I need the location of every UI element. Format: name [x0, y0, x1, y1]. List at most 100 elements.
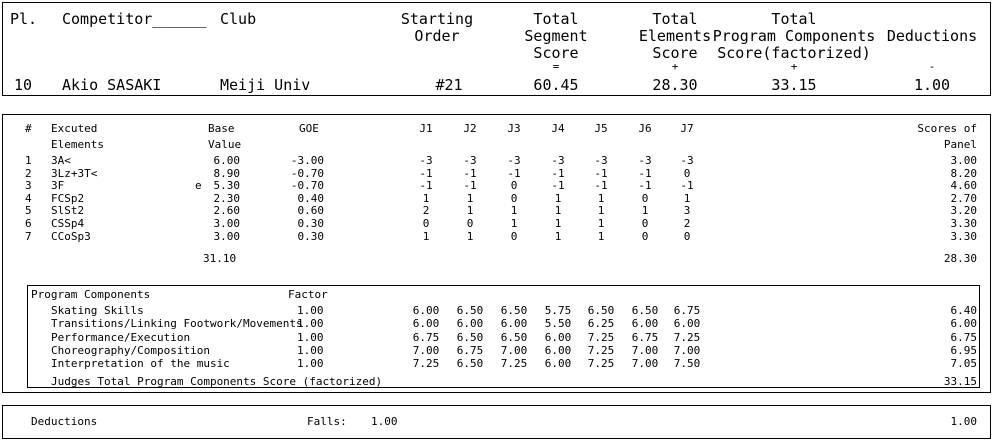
element-judge-score: -3	[419, 154, 433, 167]
element-judge-score: -1	[551, 166, 565, 180]
element-goe: -3.00	[290, 154, 324, 167]
component-judge-score: 6.00	[544, 343, 572, 357]
component-judge-score: 6.75	[673, 304, 701, 317]
component-judge-score: 7.25	[412, 357, 440, 371]
element-number: 5	[25, 204, 32, 218]
ded-value: 1.00	[913, 76, 951, 94]
element-name: 3Lz+3T<	[51, 166, 98, 180]
element-name: SlSt2	[51, 204, 85, 218]
element-judge-score: 1	[597, 191, 605, 205]
component-judge-score: 6.75	[412, 330, 440, 344]
order-value: #21	[435, 76, 463, 94]
element-judge-score: 1	[641, 204, 649, 218]
plus-op: +	[671, 60, 679, 73]
judge-header-j1: J1	[419, 122, 433, 135]
component-judge-score: 6.50	[456, 330, 484, 344]
element-judge-score: 1	[466, 204, 474, 218]
judge-header-j7: J7	[680, 122, 694, 135]
element-judge-score: 1	[554, 217, 562, 230]
component-name: Interpretation of the music	[51, 357, 230, 371]
component-judge-score: 6.00	[544, 357, 572, 371]
component-judge-score: 6.00	[631, 317, 659, 331]
element-panel-score: 3.00	[950, 154, 978, 167]
component-judge-score: 6.00	[412, 304, 440, 317]
component-judge-score: 7.25	[587, 343, 615, 357]
col-total-pcs: Total Program Components Score(factorize…	[712, 10, 876, 73]
goe-header: GOE	[299, 122, 319, 135]
component-judge-score: 6.50	[500, 330, 528, 344]
element-judge-score: 1	[597, 217, 605, 230]
component-judge-score: 6.50	[631, 304, 659, 317]
competitor-name: Akio SASAKI	[62, 76, 162, 94]
element-judge-score: -1	[594, 166, 608, 180]
component-panel-score: 6.95	[950, 343, 978, 357]
deductions-total: 1.00	[950, 415, 978, 428]
element-panel-score: 4.60	[950, 179, 978, 193]
element-judge-score: 2	[422, 204, 430, 218]
component-panel-score: 6.75	[950, 330, 978, 344]
component-judge-score: 6.25	[587, 317, 615, 331]
component-factor: 1.00	[297, 304, 324, 317]
element-info: e	[195, 179, 202, 193]
base-header: Base Value	[208, 122, 242, 151]
plus-op: +	[790, 60, 798, 73]
element-goe: 0.30	[297, 217, 325, 230]
element-judge-score: -1	[507, 166, 521, 180]
place-value: 10	[14, 76, 33, 94]
element-judge-score: -3	[680, 154, 694, 167]
element-judge-score: 0	[683, 229, 691, 243]
component-judge-score: 6.00	[412, 317, 440, 331]
components-total: 33.15	[943, 375, 977, 388]
scores-header: Scores of Panel	[917, 122, 977, 151]
tes-value: 28.30	[652, 76, 698, 94]
col-total-elements-score: Total Elements Score +	[625, 11, 725, 73]
element-judge-score: -3	[551, 154, 565, 167]
element-number: 1	[25, 154, 32, 167]
element-name: CSSp4	[51, 217, 85, 230]
element-judge-score: 0	[641, 217, 649, 230]
summary-box	[2, 2, 991, 96]
equals-op: =	[552, 60, 560, 73]
element-judge-score: 0	[422, 217, 430, 230]
component-judge-score: 7.25	[673, 330, 701, 344]
component-panel-score: 7.05	[950, 357, 978, 371]
component-judge-score: 6.00	[544, 330, 572, 344]
element-judge-score: -3	[638, 154, 652, 167]
component-panel-score: 6.00	[950, 317, 978, 331]
element-judge-score: 3	[683, 204, 691, 218]
component-judge-score: 5.75	[544, 304, 572, 317]
element-judge-score: -1	[680, 179, 694, 193]
component-judge-score: 5.50	[544, 317, 572, 331]
element-goe: 0.40	[297, 191, 325, 205]
components-title: Program Components	[31, 288, 151, 301]
element-judge-score: 1	[510, 204, 518, 218]
col-starting-order: Starting Order	[400, 10, 474, 45]
element-judge-score: 1	[466, 191, 474, 205]
element-judge-score: 1	[422, 229, 430, 243]
component-judge-score: 6.00	[456, 317, 484, 331]
num-header: #	[25, 122, 32, 135]
component-name: Performance/Execution	[51, 330, 191, 344]
element-base-value: 3.00	[213, 217, 241, 230]
judge-header-j2: J2	[463, 122, 477, 135]
element-judge-score: 0	[510, 229, 518, 243]
element-judge-score: 0	[510, 179, 518, 193]
falls-value: 1.00	[371, 415, 398, 428]
col-club: Club	[220, 10, 257, 28]
element-judge-score: -1	[594, 179, 608, 193]
tss-value: 60.45	[533, 76, 579, 94]
element-panel-score: 2.70	[950, 191, 978, 205]
element-judge-score: 1	[554, 229, 562, 243]
element-base-value: 8.90	[213, 166, 241, 180]
component-judge-score: 6.50	[456, 304, 484, 317]
element-judge-score: 1	[554, 191, 562, 205]
base-total: 31.10	[203, 252, 237, 265]
element-name: FCSp2	[51, 191, 85, 205]
element-panel-score: 3.30	[950, 217, 978, 230]
falls-label: Falls:	[307, 415, 347, 428]
element-goe: 0.60	[297, 204, 325, 218]
component-factor: 1.00	[297, 343, 324, 357]
component-judge-score: 7.00	[631, 343, 659, 357]
component-judge-score: 7.50	[673, 357, 701, 371]
element-judge-score: 1	[554, 204, 562, 218]
